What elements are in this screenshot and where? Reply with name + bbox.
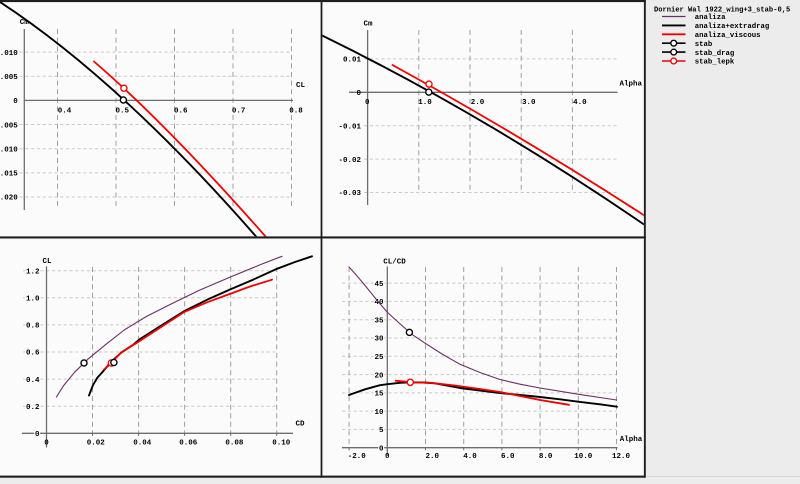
svg-text:12.0: 12.0	[612, 453, 631, 461]
svg-text:-0.010: -0.010	[0, 146, 18, 154]
svg-text:6.0: 6.0	[501, 453, 515, 461]
svg-text:0.4: 0.4	[58, 107, 72, 115]
svg-text:3.0: 3.0	[522, 99, 536, 107]
svg-text:8.0: 8.0	[539, 453, 553, 461]
svg-text:2.0: 2.0	[471, 99, 485, 107]
svg-text:0.7: 0.7	[232, 107, 246, 115]
svg-text:0: 0	[13, 98, 18, 106]
svg-text:CL: CL	[296, 82, 306, 90]
svg-text:15: 15	[374, 391, 384, 399]
svg-text:0.01: 0.01	[343, 57, 362, 65]
svg-text:Alpha: Alpha	[620, 436, 643, 444]
svg-text:0: 0	[385, 453, 390, 461]
svg-text:1.0: 1.0	[418, 99, 432, 107]
svg-text:10: 10	[374, 409, 384, 417]
svg-text:0.08: 0.08	[225, 439, 244, 447]
svg-text:1.0: 1.0	[26, 296, 40, 304]
svg-text:2.0: 2.0	[426, 453, 440, 461]
svg-text:-0.020: -0.020	[0, 195, 18, 203]
svg-text:0.10: 0.10	[272, 439, 291, 447]
svg-text:0.6: 0.6	[174, 107, 188, 115]
svg-text:0: 0	[35, 431, 40, 439]
svg-text:CL: CL	[42, 258, 52, 266]
svg-text:5: 5	[379, 427, 384, 435]
svg-text:-0.03: -0.03	[338, 190, 361, 198]
svg-text:-2.0: -2.0	[348, 453, 367, 461]
svg-text:0.5: 0.5	[116, 107, 130, 115]
svg-text:analiza+extradrag: analiza+extradrag	[695, 23, 769, 31]
svg-text:35: 35	[374, 317, 384, 325]
svg-text:0.04: 0.04	[133, 439, 152, 447]
svg-text:analiza: analiza	[695, 14, 726, 22]
svg-text:CL/CD: CL/CD	[383, 259, 406, 267]
svg-text:0.010: 0.010	[0, 50, 18, 58]
svg-text:-0.01: -0.01	[338, 123, 361, 131]
svg-text:0: 0	[356, 90, 361, 98]
svg-text:0.005: 0.005	[0, 74, 18, 82]
svg-text:45: 45	[374, 281, 384, 289]
svg-text:25: 25	[374, 354, 384, 362]
svg-text:30: 30	[374, 336, 384, 344]
svg-text:Dornier Wal 1922_wing+3_stab-0: Dornier Wal 1922_wing+3_stab-0,5	[654, 7, 790, 15]
svg-text:Cm: Cm	[363, 20, 373, 28]
svg-text:0.8: 0.8	[26, 323, 40, 331]
svg-text:0: 0	[44, 439, 49, 447]
svg-text:stab_drag: stab_drag	[695, 50, 734, 58]
svg-text:CD: CD	[295, 421, 305, 429]
svg-text:0: 0	[365, 99, 370, 107]
svg-text:Cm: Cm	[20, 19, 30, 27]
svg-text:4.0: 4.0	[573, 99, 587, 107]
svg-text:20: 20	[374, 372, 384, 380]
svg-text:1.2: 1.2	[26, 268, 40, 276]
svg-text:0.6: 0.6	[26, 350, 40, 358]
svg-text:analiza_viscous: analiza_viscous	[695, 32, 761, 40]
svg-text:-0.005: -0.005	[0, 122, 18, 130]
svg-text:0.02: 0.02	[87, 439, 106, 447]
svg-text:stab_lepk: stab_lepk	[695, 59, 735, 67]
svg-text:0.4: 0.4	[26, 377, 40, 385]
svg-text:0.06: 0.06	[179, 439, 198, 447]
svg-text:0.8: 0.8	[289, 107, 303, 115]
svg-text:0: 0	[379, 445, 384, 453]
svg-text:-0.015: -0.015	[0, 171, 18, 179]
svg-text:Alpha: Alpha	[619, 81, 642, 89]
svg-text:0.2: 0.2	[26, 404, 40, 412]
svg-text:-0.02: -0.02	[338, 157, 361, 165]
svg-text:stab: stab	[695, 41, 713, 49]
svg-text:10.0: 10.0	[574, 453, 593, 461]
svg-text:4.0: 4.0	[463, 453, 477, 461]
